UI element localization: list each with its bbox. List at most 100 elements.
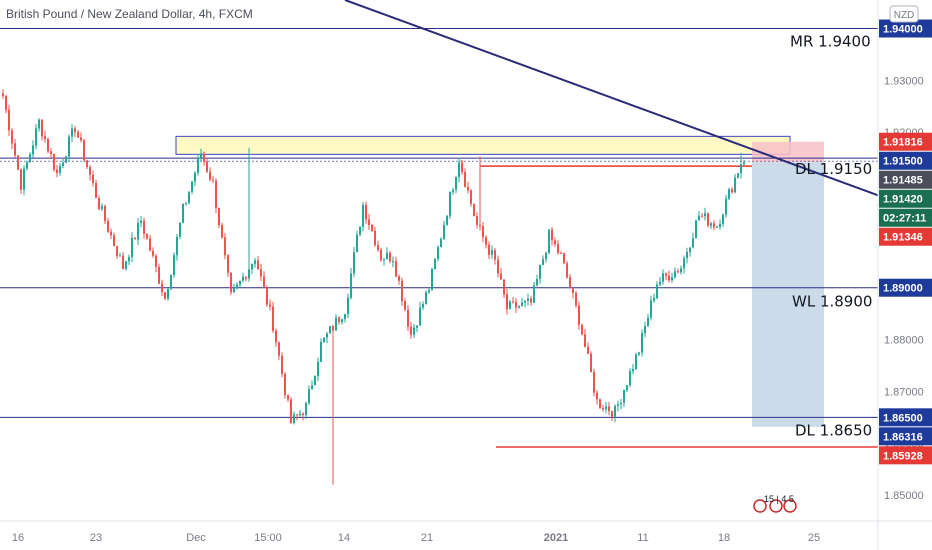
candle[interactable] [665,272,667,281]
candle[interactable] [119,252,121,257]
candle[interactable] [371,223,373,232]
candle[interactable] [401,277,403,306]
candle[interactable] [263,271,265,289]
candle[interactable] [251,263,253,274]
candle[interactable] [101,203,103,211]
candle[interactable] [638,351,640,357]
candle[interactable] [359,226,361,237]
candle[interactable] [422,301,424,311]
candle[interactable] [656,281,658,300]
currency-badge[interactable]: NZD [889,5,919,23]
candle[interactable] [65,155,67,164]
candle[interactable] [695,219,697,239]
candle[interactable] [113,232,115,247]
candle[interactable] [365,201,367,224]
candle[interactable] [134,236,136,240]
candle[interactable] [68,134,70,162]
candle[interactable] [323,337,325,343]
candle[interactable] [743,159,745,166]
candle[interactable] [536,274,538,287]
candle[interactable] [380,247,382,262]
candle[interactable] [110,228,112,240]
candle[interactable] [326,331,328,344]
candle[interactable] [293,411,295,425]
candle[interactable] [443,220,445,241]
candle[interactable] [518,305,520,309]
candle[interactable] [59,163,61,176]
candle[interactable] [131,232,133,263]
candle[interactable] [479,156,481,231]
candle[interactable] [611,410,613,422]
candle[interactable] [14,138,16,158]
candle[interactable] [542,255,544,266]
candle[interactable] [386,247,388,260]
event-flag-icon[interactable] [783,499,797,513]
candle[interactable] [47,137,49,154]
candle[interactable] [11,128,13,149]
candle[interactable] [632,364,634,375]
candle[interactable] [584,328,586,348]
candle[interactable] [515,298,517,313]
candle[interactable] [704,207,706,221]
candle[interactable] [188,191,190,205]
candle[interactable] [716,225,718,228]
candle[interactable] [257,256,259,270]
candle[interactable] [698,211,700,221]
candle[interactable] [167,288,169,301]
candle[interactable] [455,176,457,194]
candle[interactable] [710,221,712,230]
candle[interactable] [122,251,124,270]
candle[interactable] [512,297,514,304]
candle[interactable] [35,123,37,150]
candle[interactable] [80,132,82,143]
candle[interactable] [641,329,643,357]
candle[interactable] [491,245,493,259]
candle[interactable] [317,357,319,381]
candle[interactable] [473,203,475,217]
candle[interactable] [590,351,592,373]
candle[interactable] [509,299,511,310]
candle[interactable] [404,297,406,312]
candle[interactable] [737,172,739,179]
candle[interactable] [614,404,616,423]
candle[interactable] [284,372,286,399]
candle[interactable] [575,290,577,308]
candle[interactable] [239,280,241,287]
candle[interactable] [464,168,466,188]
candle[interactable] [74,125,76,138]
candle[interactable] [95,179,97,199]
candle[interactable] [461,160,463,175]
candle[interactable] [116,245,118,259]
candle[interactable] [485,235,487,249]
candle[interactable] [296,414,298,421]
candle[interactable] [629,367,631,388]
candle[interactable] [71,124,73,142]
candle[interactable] [191,180,193,195]
candle[interactable] [173,252,175,278]
candle[interactable] [524,300,526,308]
candle[interactable] [62,158,64,169]
resistance-zone[interactable] [175,135,791,155]
candle[interactable] [104,204,106,225]
candle[interactable] [197,155,199,176]
candle[interactable] [476,212,478,229]
candle[interactable] [287,394,289,403]
candle[interactable] [701,213,703,218]
candle[interactable] [320,338,322,362]
candle[interactable] [56,164,58,178]
candle[interactable] [521,297,523,307]
candle[interactable] [164,292,166,301]
candle[interactable] [233,283,235,293]
event-markers[interactable]: 15 | 4 5 [753,494,797,513]
candle[interactable] [545,251,547,263]
candle[interactable] [452,187,454,195]
candle[interactable] [41,118,43,141]
candle[interactable] [227,254,229,277]
candle[interactable] [50,148,52,158]
candle[interactable] [494,248,496,265]
candle[interactable] [560,251,562,254]
candle[interactable] [5,94,7,114]
candle[interactable] [341,318,343,325]
candle[interactable] [221,222,223,239]
